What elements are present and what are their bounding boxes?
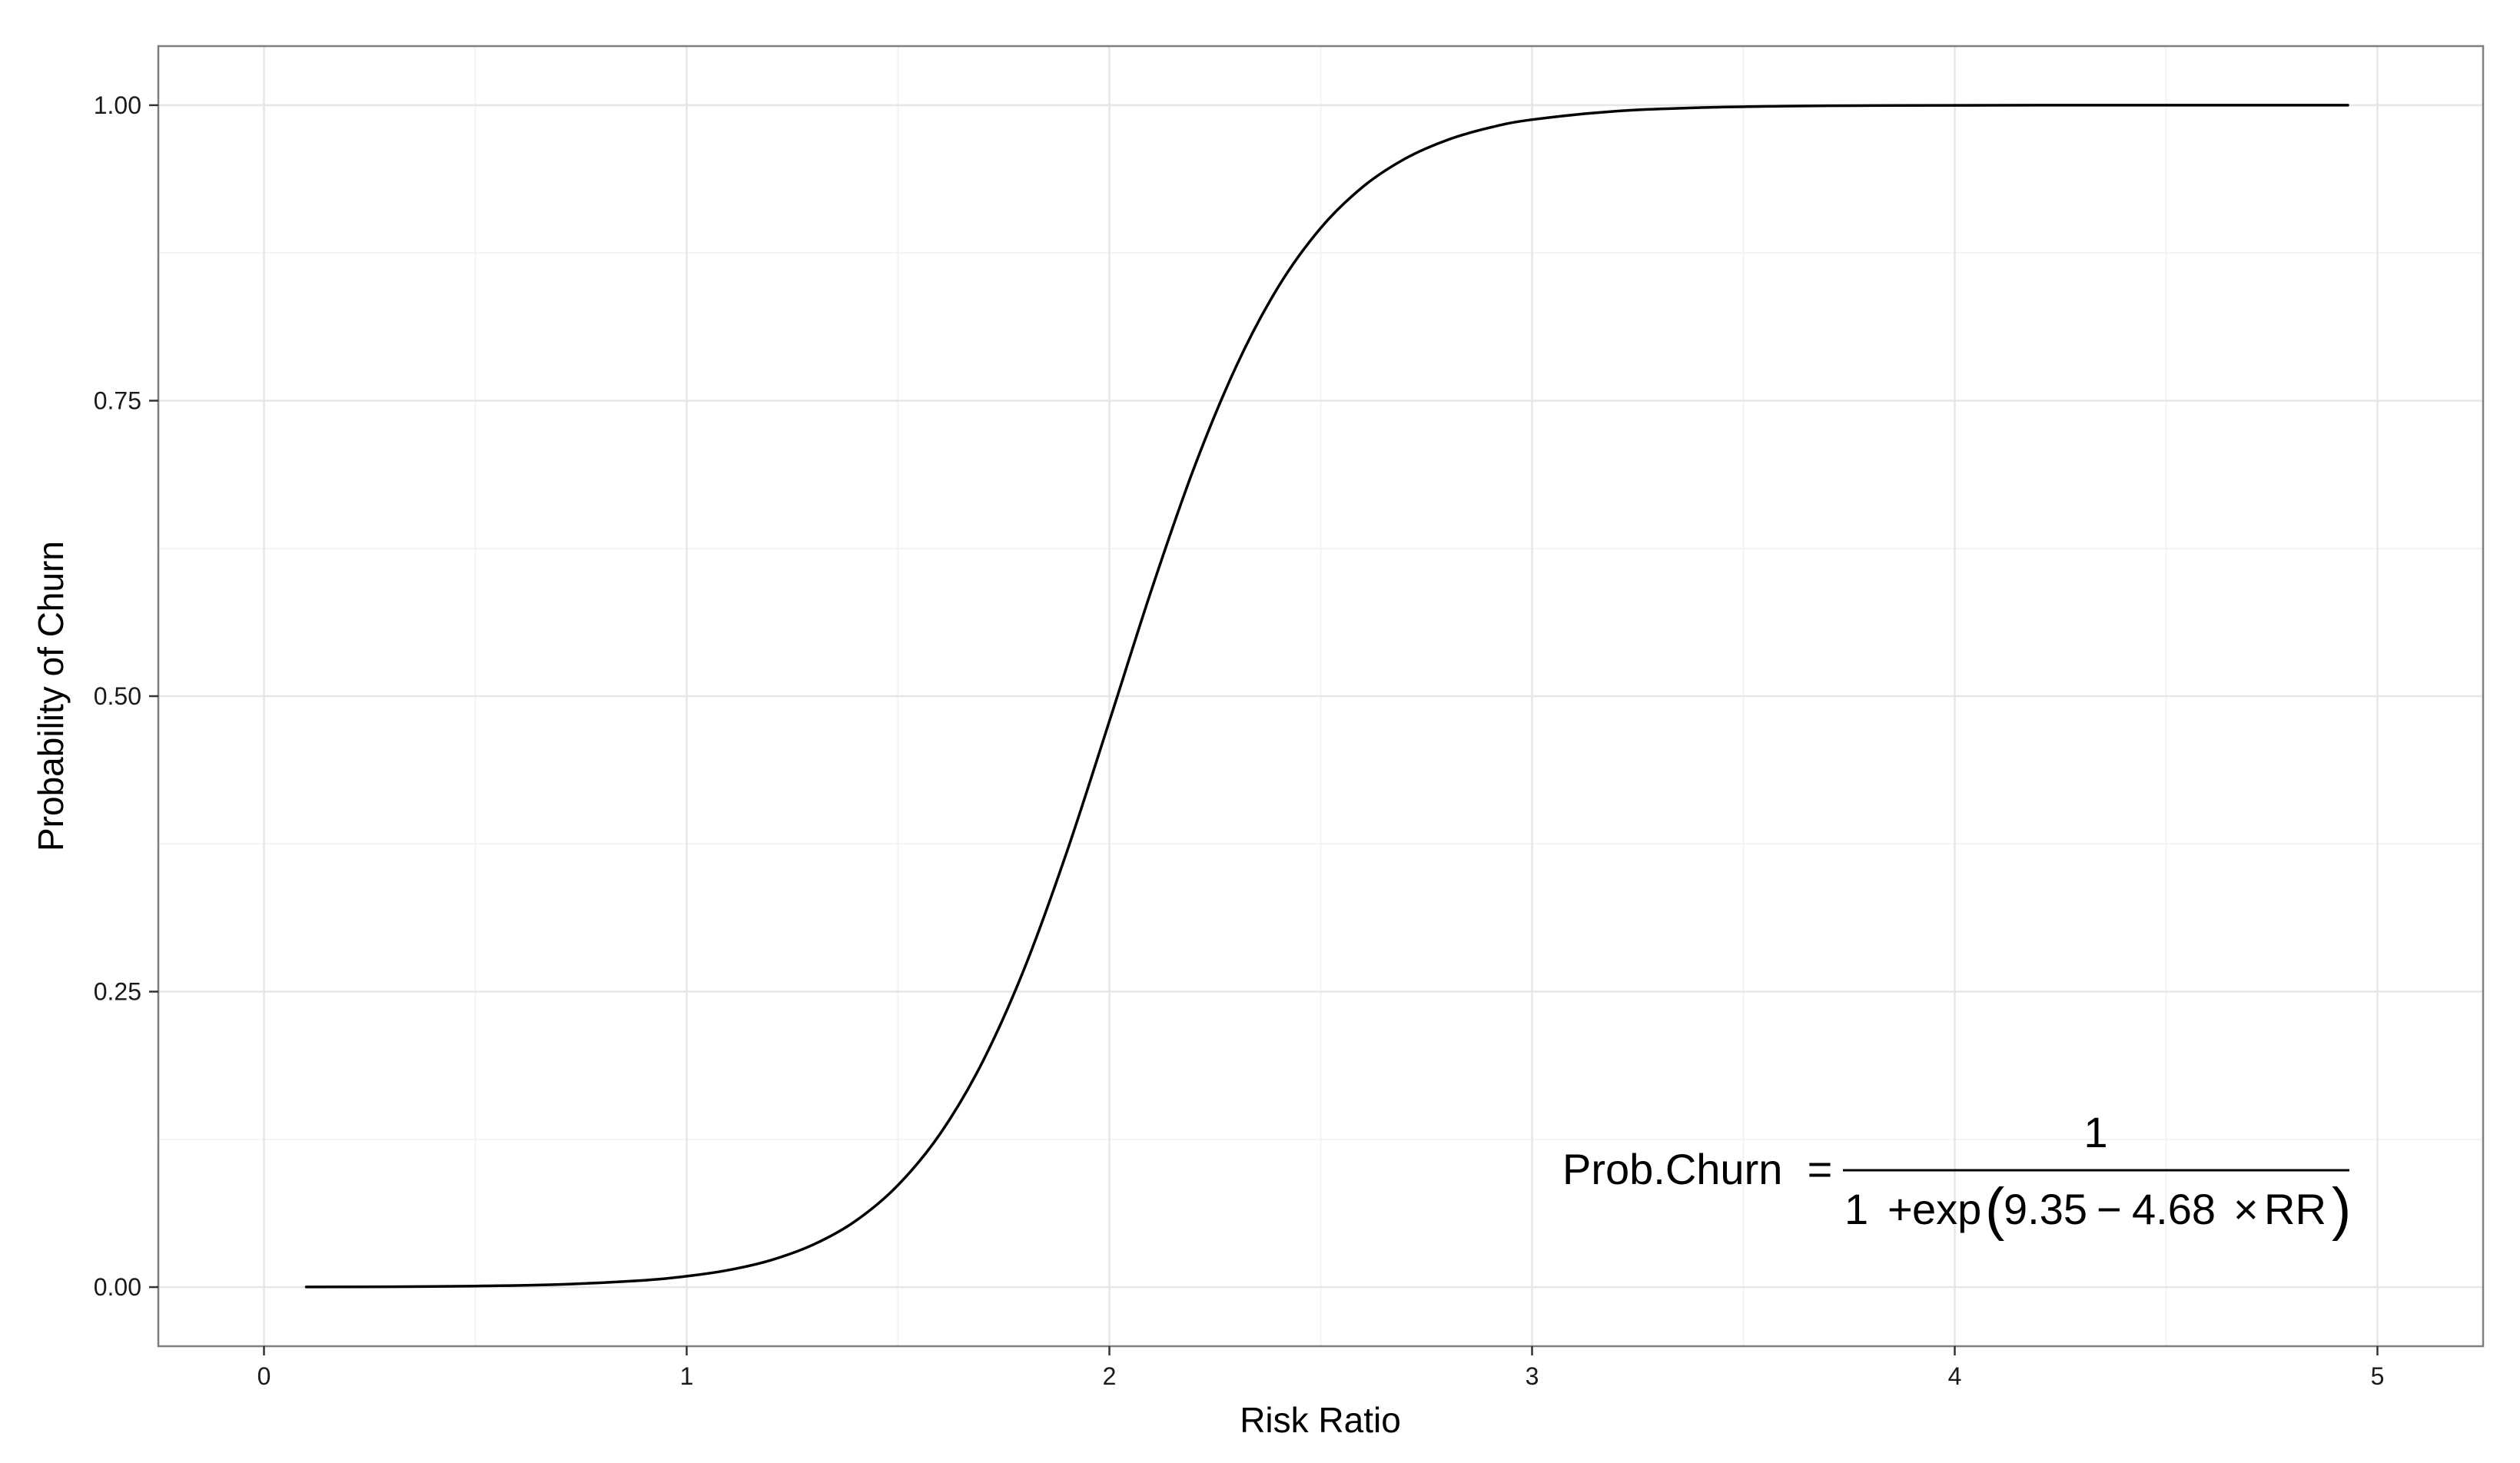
- formula-times: ×: [2233, 1185, 2259, 1233]
- major-gridlines: [158, 46, 2483, 1346]
- y-tick-label: 0.00: [94, 1273, 141, 1301]
- formula-open-paren: (: [1985, 1176, 2004, 1242]
- y-axis-title: Probability of Churn: [31, 541, 71, 851]
- formula-numerator: 1: [2083, 1108, 2107, 1156]
- formula-equals: =: [1808, 1145, 1833, 1193]
- formula-plus: +: [1888, 1185, 1913, 1233]
- x-tick-label: 1: [680, 1362, 694, 1390]
- y-tick-label: 1.00: [94, 91, 141, 119]
- formula-slope: 4.68: [2132, 1185, 2216, 1233]
- x-axis-ticks: 0 1 2 3 4 5: [257, 1346, 2385, 1390]
- x-axis-title: Risk Ratio: [1240, 1400, 1401, 1440]
- x-tick-label: 5: [2371, 1362, 2385, 1390]
- formula-denominator-one: 1: [1844, 1185, 1868, 1233]
- formula-lhs: Prob.Churn: [1562, 1145, 1782, 1193]
- x-tick-label: 2: [1103, 1362, 1117, 1390]
- formula-denominator: 1 + exp ( 9.35 − 4.68 × RR ): [1844, 1176, 2351, 1242]
- formula-minus: −: [2097, 1185, 2122, 1233]
- formula-intercept: 9.35: [2004, 1185, 2087, 1233]
- x-tick-label: 4: [1948, 1362, 1962, 1390]
- x-tick-label: 3: [1526, 1362, 1539, 1390]
- y-tick-label: 0.25: [94, 978, 141, 1006]
- y-tick-label: 0.75: [94, 386, 141, 414]
- formula-variable: RR: [2264, 1185, 2326, 1233]
- formula-close-paren: ): [2332, 1176, 2351, 1242]
- formula-annotation: Prob.Churn = 1 1 + exp ( 9.35 − 4.68 × R…: [1562, 1108, 2351, 1242]
- y-axis-ticks: 0.00 0.25 0.50 0.75 1.00: [94, 91, 158, 1301]
- y-tick-label: 0.50: [94, 682, 141, 710]
- x-tick-label: 0: [257, 1362, 271, 1390]
- series-line: [304, 104, 2349, 1289]
- formula-exp: exp: [1912, 1185, 1981, 1233]
